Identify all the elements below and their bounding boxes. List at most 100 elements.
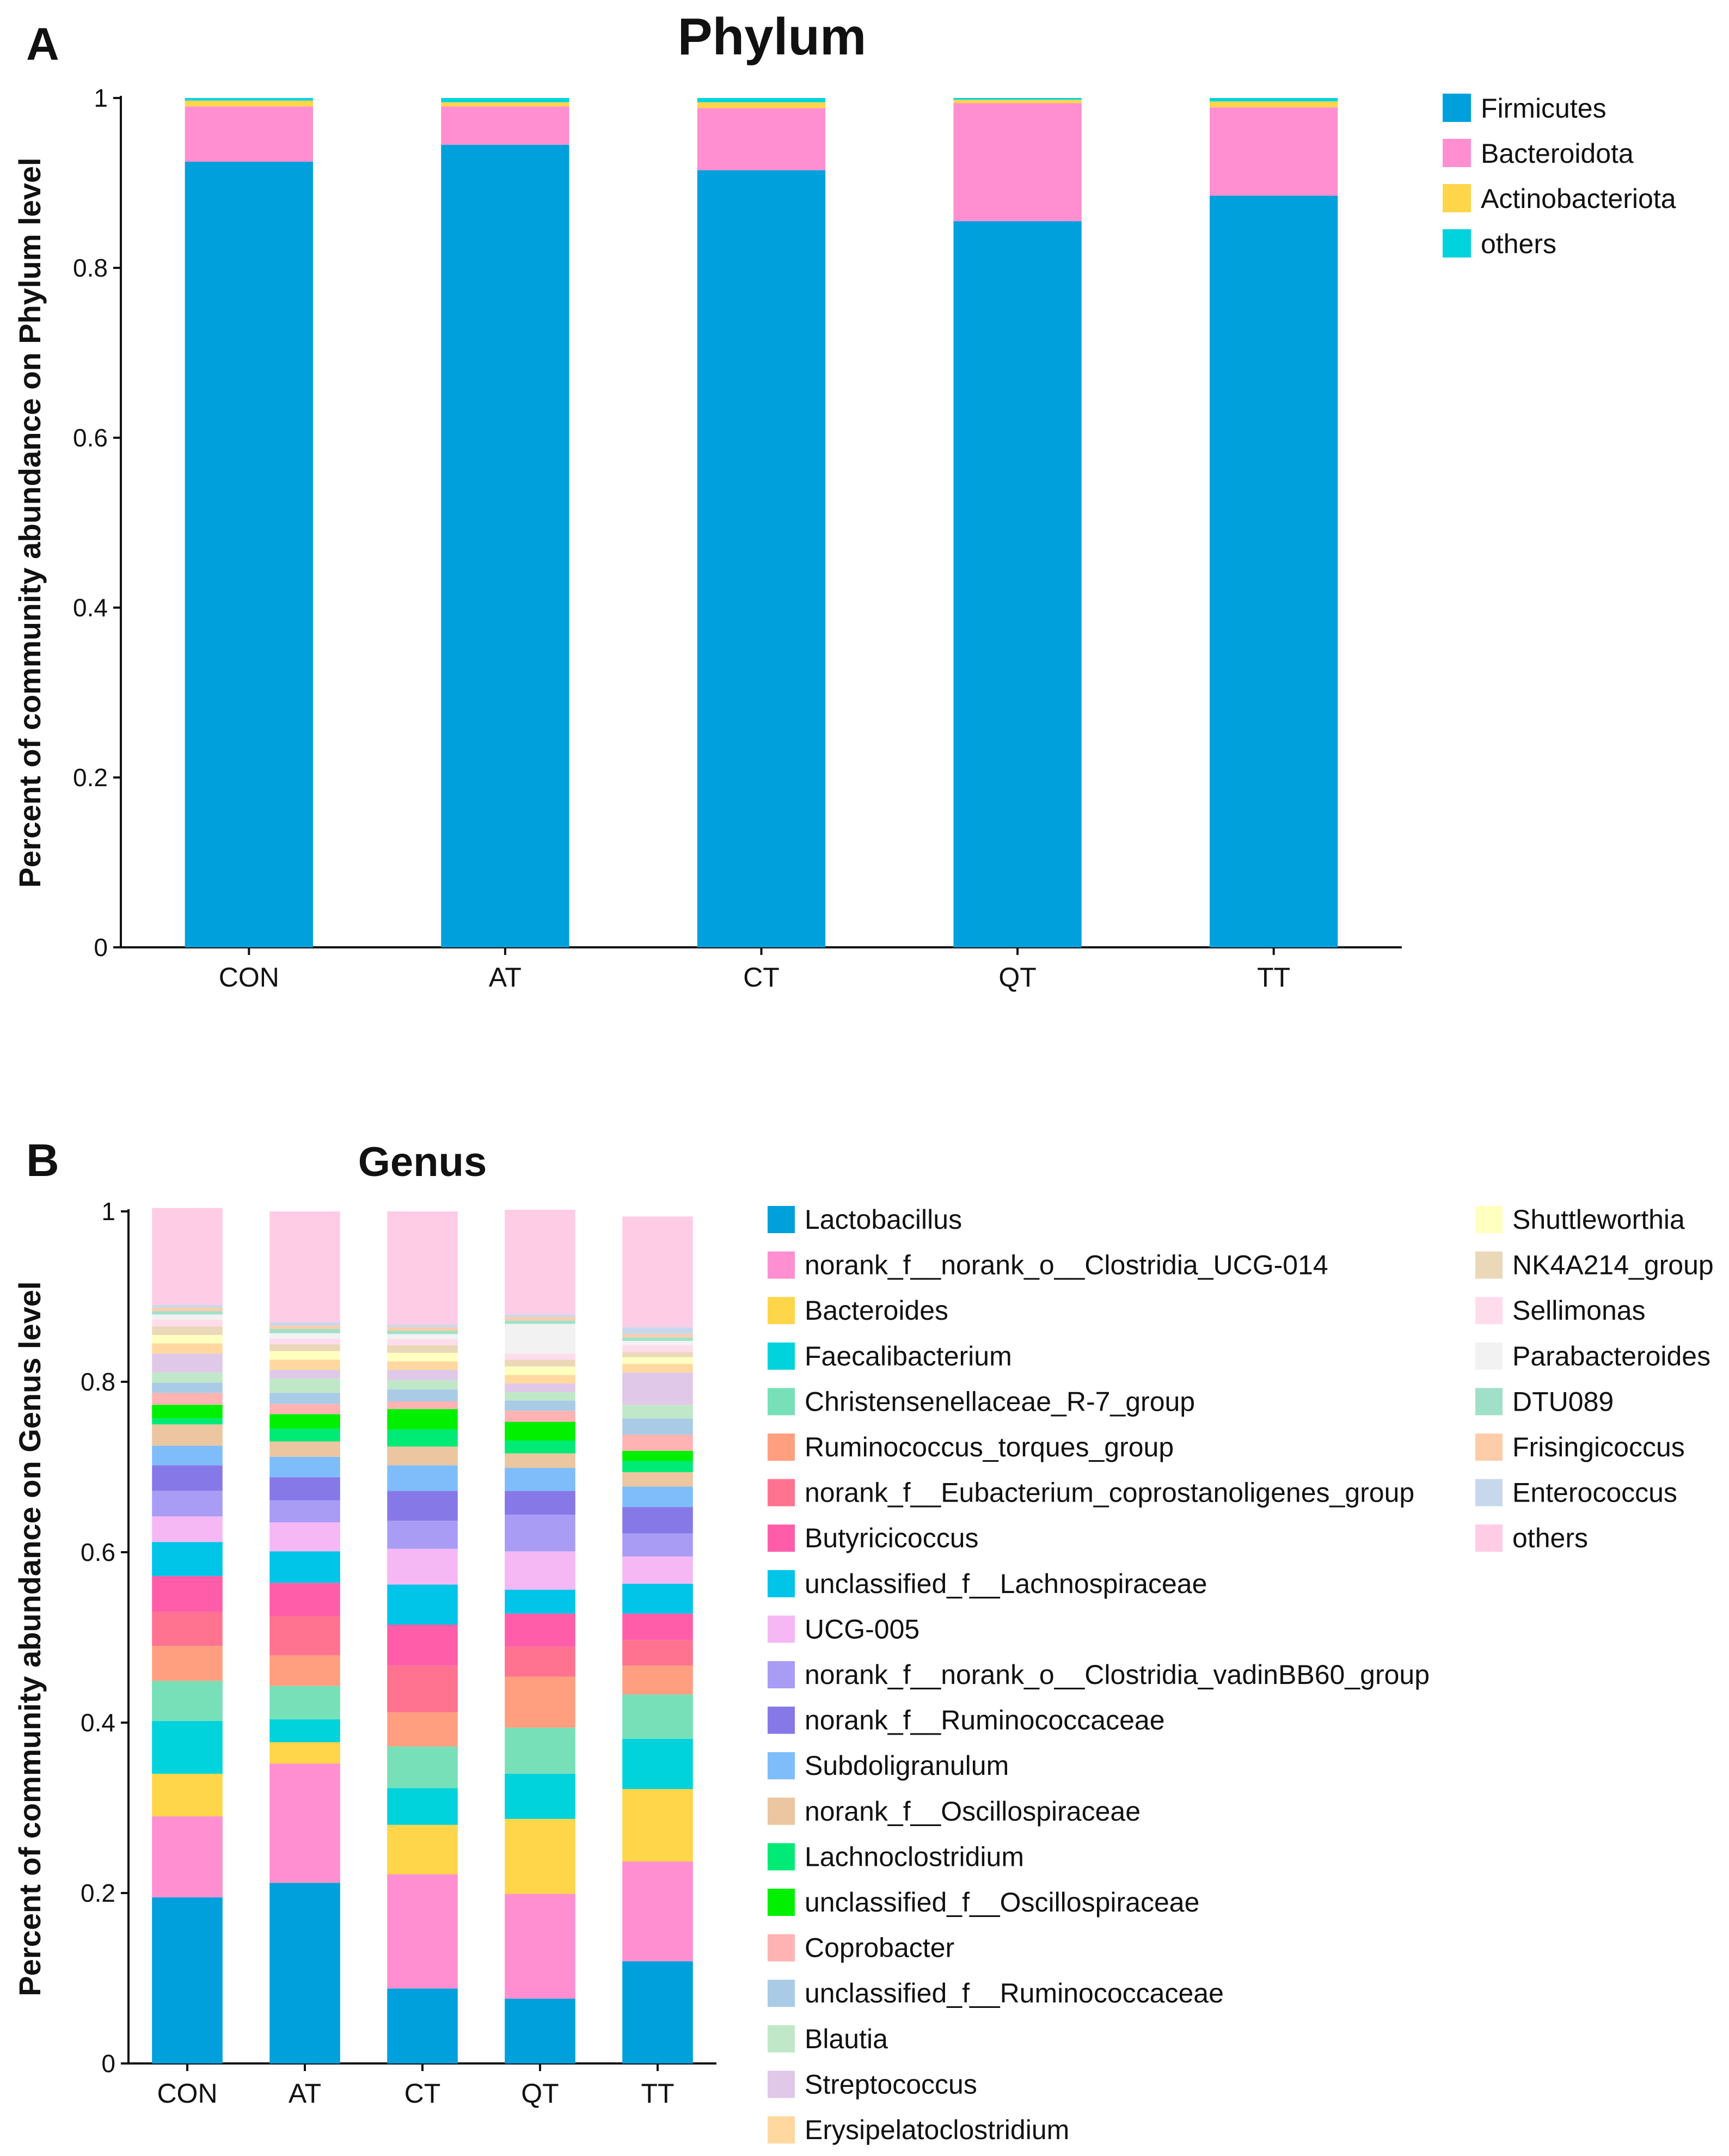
chart-a-legend-swatch-others bbox=[1443, 229, 1471, 258]
chart-b-bar-ct-norank-f-ruminococcaceae bbox=[387, 1491, 458, 1521]
chart-b-bar-qt-bacteroides bbox=[505, 1818, 575, 1894]
chart-b-bar-tt-erysipelatoclostridium bbox=[622, 1364, 693, 1373]
chart-b-bar-ct-christensenellaceae-r-7-group bbox=[387, 1746, 458, 1788]
chart-b-bar-at-dtu089 bbox=[269, 1328, 340, 1333]
chart-b-bar-con-bacteroides bbox=[152, 1773, 223, 1817]
chart-b-bar-ct-blautia bbox=[387, 1380, 458, 1390]
chart-b-legend-label: Christensenellaceae_R-7_group bbox=[805, 1386, 1195, 1417]
chart-b-bar-qt-enterococcus bbox=[505, 1314, 575, 1318]
chart-b-bar-qt-parabacteroides bbox=[505, 1324, 575, 1354]
chart-b-plot: 0 0.2 0.4 0.6 0.8 1 CON AT CT QT TT bbox=[81, 1197, 716, 2109]
chart-b-legend-label: Subdoligranulum bbox=[805, 1750, 1009, 1781]
chart-b-legend-swatch-erysipelatoclostridium bbox=[768, 2116, 795, 2143]
chart-b-legend-label: Streptococcus bbox=[805, 2069, 977, 2099]
chart-b-legend-label: UCG-005 bbox=[805, 1614, 919, 1644]
chart-b-bar-ct-unclassified-f-oscillospiraceae bbox=[387, 1409, 458, 1430]
chart-b-bar-ct-nk4a214-group bbox=[387, 1345, 458, 1353]
chart-b-legend-label: NK4A214_group bbox=[1512, 1250, 1714, 1281]
chart-b-ytick-label: 1 bbox=[101, 1197, 115, 1226]
chart-a-title: Phylum bbox=[678, 8, 867, 66]
chart-b-bar-qt-frisingicoccus bbox=[505, 1317, 575, 1321]
chart-b-bar-ct-butyricicoccus bbox=[387, 1625, 458, 1666]
chart-b-bar-qt-erysipelatoclostridium bbox=[505, 1375, 575, 1384]
chart-b-bar-at-others bbox=[269, 1211, 340, 1322]
chart-b-bar-con-butyricicoccus bbox=[152, 1576, 223, 1612]
chart-b-bar-tt-dtu089 bbox=[622, 1337, 693, 1341]
chart-a-legend-label: Actinobacteriota bbox=[1481, 183, 1676, 214]
panel-a-letter: A bbox=[26, 19, 59, 70]
chart-b-bar-qt-ucg-005 bbox=[505, 1551, 575, 1590]
chart-b-legend-label: Enterococcus bbox=[1512, 1478, 1677, 1508]
chart-b-bar-qt-nk4a214-group bbox=[505, 1359, 575, 1367]
chart-b-legend-label: Lachnoclostridium bbox=[805, 1841, 1024, 1872]
chart-a-legend-swatch-actinobacteriota bbox=[1443, 184, 1471, 212]
chart-b-bar-at-bacteroides bbox=[269, 1742, 340, 1764]
chart-b-bar-at-christensenellaceae-r-7-group bbox=[269, 1686, 340, 1719]
chart-a-legend-swatch-firmicutes bbox=[1443, 94, 1471, 122]
chart-b-bar-tt-nk4a214-group bbox=[622, 1352, 693, 1357]
chart-b-legend-label: Frisingicoccus bbox=[1512, 1432, 1685, 1462]
chart-b-bar-tt-lactobacillus bbox=[622, 1961, 693, 2063]
chart-b-bar-at-norank-f-ruminococcaceae bbox=[269, 1477, 340, 1500]
chart-b-bar-ct-sellimonas bbox=[387, 1339, 458, 1345]
chart-b-bar-qt-coprobacter bbox=[505, 1411, 575, 1422]
chart-b-bar-tt-norank-f-oscillospiraceae bbox=[622, 1472, 693, 1487]
chart-b-bar-at-enterococcus bbox=[269, 1322, 340, 1326]
chart-b-bar-ct-streptococcus bbox=[387, 1370, 458, 1380]
chart-b-legend-swatch-unclassified-f-lachnospiraceae bbox=[768, 1570, 795, 1597]
chart-a-bar-qt-bacteroidota bbox=[953, 103, 1082, 222]
chart-b-bar-con-norank-f-oscillospiraceae bbox=[152, 1424, 223, 1446]
chart-a-bar-ct-actinobacteriota bbox=[697, 102, 826, 108]
chart-a-legend-label: Bacteroidota bbox=[1481, 138, 1634, 169]
chart-b-bar-tt-christensenellaceae-r-7-group bbox=[622, 1694, 693, 1739]
chart-b-bar-tt-shuttleworthia bbox=[622, 1357, 693, 1364]
chart-b-bar-at-parabacteroides bbox=[269, 1333, 340, 1339]
chart-b-legend-label: norank_f__Eubacterium_coprostanoligenes_… bbox=[805, 1478, 1414, 1508]
chart-a-bar-tt-actinobacteriota bbox=[1210, 101, 1338, 108]
chart-a-legend-label: others bbox=[1481, 229, 1556, 259]
chart-b-bar-qt-dtu089 bbox=[505, 1320, 575, 1324]
chart-b-ytick-label: 0.6 bbox=[81, 1538, 115, 1566]
chart-b-legend-label: unclassified_f__Lachnospiraceae bbox=[805, 1569, 1207, 1599]
chart-b-bar-con-norank-f-norank-o-clostridia-ucg-014 bbox=[152, 1816, 223, 1897]
chart-b-legend-label: Parabacteroides bbox=[1512, 1341, 1710, 1371]
chart-b-bar-tt-streptococcus bbox=[622, 1372, 693, 1405]
chart-b-bar-at-norank-f-norank-o-clostridia-vadinbb60-group bbox=[269, 1500, 340, 1523]
chart-b-bar-tt-faecalibacterium bbox=[622, 1738, 693, 1790]
chart-b-bar-ct-lachnoclostridium bbox=[387, 1429, 458, 1447]
chart-b-bar-ct-frisingicoccus bbox=[387, 1327, 458, 1331]
chart-b-bar-ct-dtu089 bbox=[387, 1331, 458, 1334]
chart-a-bar-qt-others bbox=[953, 98, 1082, 100]
chart-b-xtick-label: CON bbox=[157, 2078, 217, 2109]
chart-b-bar-qt-others bbox=[505, 1209, 575, 1315]
chart-b-bar-con-ruminococcus-torques-group bbox=[152, 1646, 223, 1681]
chart-a-bar-tt-bacteroidota bbox=[1210, 107, 1338, 196]
chart-b-bar-con-faecalibacterium bbox=[152, 1720, 223, 1774]
chart-b-bar-con-unclassified-f-oscillospiraceae bbox=[152, 1405, 223, 1419]
chart-b-legend-swatch-butyricicoccus bbox=[768, 1524, 795, 1552]
chart-a-bar-qt-firmicutes bbox=[953, 221, 1082, 948]
chart-b-ylabel: Percent of community abundance on Genus … bbox=[13, 1281, 47, 1996]
chart-b-bar-qt-norank-f-norank-o-clostridia-ucg-014 bbox=[505, 1894, 575, 1999]
chart-a-ytick-label: 0.8 bbox=[73, 254, 108, 282]
chart-b-bar-at-subdoligranulum bbox=[269, 1456, 340, 1478]
chart-b-bar-tt-butyricicoccus bbox=[622, 1613, 693, 1640]
chart-b-bar-qt-unclassified-f-oscillospiraceae bbox=[505, 1422, 575, 1441]
chart-b-legend-label: norank_f__norank_o__Clostridia_vadinBB60… bbox=[805, 1659, 1430, 1690]
chart-b-bar-ct-ruminococcus-torques-group bbox=[387, 1712, 458, 1747]
chart-b-bar-ct-lactobacillus bbox=[387, 1988, 458, 2063]
chart-b-legend-swatch-shuttleworthia bbox=[1475, 1206, 1503, 1233]
chart-b-legend-swatch-parabacteroides bbox=[1475, 1342, 1503, 1370]
chart-a-ytick-label: 0.4 bbox=[73, 593, 108, 622]
chart-b-bar-con-christensenellaceae-r-7-group bbox=[152, 1681, 223, 1721]
chart-b-ytick-label: 0.4 bbox=[81, 1708, 115, 1737]
chart-b-bar-con-others bbox=[152, 1208, 223, 1306]
chart-b-bar-at-sellimonas bbox=[269, 1338, 340, 1345]
chart-b-bar-qt-norank-f-ruminococcaceae bbox=[505, 1491, 575, 1515]
chart-a-bar-qt-actinobacteriota bbox=[953, 100, 1082, 103]
chart-b-legend-label: Sellimonas bbox=[1512, 1295, 1646, 1326]
chart-b-bar-tt-frisingicoccus bbox=[622, 1334, 693, 1338]
chart-b-bar-con-sellimonas bbox=[152, 1319, 223, 1327]
chart-b-bar-at-unclassified-f-lachnospiraceae bbox=[269, 1551, 340, 1583]
chart-b-legend-swatch-coprobacter bbox=[768, 1934, 795, 1962]
